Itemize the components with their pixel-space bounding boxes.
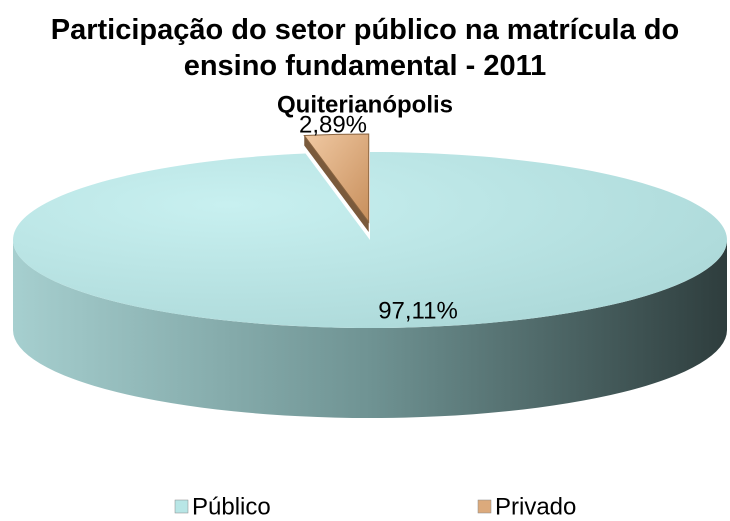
pie-side (13, 240, 727, 418)
legend-marker (477, 499, 492, 514)
pie-side (304, 135, 369, 233)
legend-label: Público (192, 493, 271, 520)
pie-slice (303, 133, 370, 224)
pie-slice (13, 152, 728, 328)
data-label: 2,89% (299, 111, 367, 138)
legend-label: Privado (495, 493, 576, 520)
chart-title: Participação do setor público na matrícu… (50, 14, 680, 82)
legend-marker (174, 499, 189, 514)
chart-subtitle: Quiterianópolis (277, 91, 453, 118)
data-label: 97,11% (378, 297, 458, 324)
